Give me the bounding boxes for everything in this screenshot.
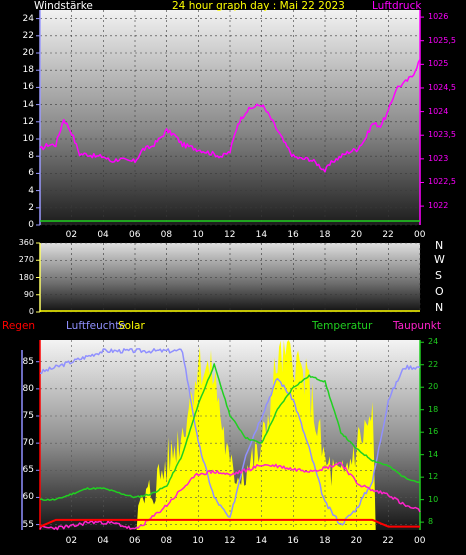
tick-label-hour-p3-04: 04	[97, 536, 109, 546]
tick-label-hour-p3-22: 22	[382, 536, 394, 546]
tick-label-wind-20: 20	[22, 48, 34, 58]
tick-label-pressure-1024,5: 1024,5	[428, 82, 456, 92]
tick-label-dir-270: 270	[18, 255, 34, 265]
tick-label-pressure-1022,5: 1022,5	[428, 177, 456, 187]
tick-label-temp-24: 24	[428, 337, 439, 347]
rain-label: Regen	[2, 320, 36, 332]
tick-label-wind-16: 16	[22, 82, 34, 93]
humidity-label: Luftfeuchte	[66, 320, 126, 332]
compass-w: W	[434, 253, 445, 266]
tick-label-wind-4: 4	[28, 185, 34, 196]
tick-label-temp-16: 16	[428, 427, 439, 437]
tick-label-hour-p3-16: 16	[287, 536, 299, 546]
tick-label-wind-8: 8	[28, 151, 34, 162]
tick-label-hour-p1-02: 02	[65, 230, 78, 240]
dewpoint-line	[39, 461, 421, 531]
panel-wind-direction	[36, 242, 421, 313]
rain-line	[39, 518, 420, 528]
tick-label-pressure-1024: 1024	[428, 106, 449, 116]
tick-label-hour-p3-10: 10	[192, 536, 204, 546]
tick-label-pressure-1025,5: 1025,5	[428, 35, 456, 45]
tick-label-temp-12: 12	[428, 472, 439, 482]
tick-label-hour-p1-18: 18	[319, 230, 331, 240]
tick-label-hum-85: 85	[22, 356, 34, 367]
tick-label-hour-p1-12: 12	[224, 230, 236, 240]
pressure-line	[39, 59, 421, 173]
tick-label-hour-p3-02: 02	[65, 536, 78, 546]
tick-label-hour-p3-12: 12	[224, 536, 236, 546]
tick-label-wind-6: 6	[28, 168, 34, 179]
tick-label-hour-p1-06: 06	[129, 230, 141, 240]
tick-label-hour-p1-00: 00	[414, 230, 426, 240]
tick-label-wind-14: 14	[22, 99, 34, 110]
tick-label-dir-360: 360	[18, 238, 34, 247]
tick-label-dir-90: 90	[23, 289, 34, 299]
compass-o: O	[435, 285, 444, 298]
compass-n-top: N	[435, 239, 444, 252]
tick-label-pressure-1026: 1026	[428, 12, 449, 22]
tick-label-hum-70: 70	[22, 438, 34, 449]
tick-label-temp-20: 20	[428, 382, 439, 392]
tick-label-dir-180: 180	[18, 272, 34, 282]
tick-label-temp-10: 10	[428, 494, 439, 504]
compass-n-bottom: N	[435, 301, 444, 314]
tick-label-pressure-1025: 1025	[428, 59, 449, 69]
tick-label-temp-18: 18	[428, 404, 439, 414]
tick-label-pressure-1023,5: 1023,5	[428, 130, 456, 140]
tick-label-wind-24: 24	[22, 13, 34, 24]
chart-title: 24 hour graph day : Mai 22 2023	[172, 0, 345, 12]
tick-label-hum-65: 65	[22, 465, 34, 476]
tick-label-wind-0: 0	[28, 220, 34, 230]
tick-label-wind-2: 2	[28, 202, 34, 213]
tick-label-hum-75: 75	[22, 411, 34, 421]
tick-label-hour-p1-22: 22	[382, 230, 394, 240]
tick-label-temp-8: 8	[428, 517, 434, 527]
tick-label-hum-55: 55	[22, 519, 34, 530]
tick-label-hour-p1-14: 14	[255, 230, 268, 240]
dewpoint-label: Taupunkt	[393, 320, 441, 332]
tick-label-hour-p1-16: 16	[287, 230, 299, 240]
tick-label-wind-18: 18	[22, 65, 34, 76]
tick-label-hum-60: 60	[22, 492, 34, 503]
tick-label-wind-22: 22	[22, 30, 34, 41]
tick-label-pressure-1023: 1023	[428, 153, 449, 163]
tick-label-hour-p1-20: 20	[350, 230, 363, 240]
tick-label-hour-p3-00: 00	[414, 536, 426, 546]
panel-wind-pressure	[36, 10, 424, 226]
tick-label-hour-p3-20: 20	[350, 536, 363, 546]
tick-label-wind-12: 12	[22, 116, 34, 127]
panel1-background	[40, 10, 420, 225]
tick-label-hum-80: 80	[22, 383, 34, 394]
tick-label-hour-p3-06: 06	[129, 536, 141, 546]
tick-label-hour-p3-18: 18	[319, 536, 331, 546]
tick-label-dir-0: 0	[28, 307, 34, 316]
tick-label-temp-14: 14	[428, 449, 439, 459]
solar-label: Solar	[118, 320, 145, 332]
tick-label-hour-p3-14: 14	[255, 536, 268, 546]
tick-label-hour-p1-08: 08	[160, 230, 173, 240]
tick-label-temp-22: 22	[428, 359, 439, 369]
solar-area	[40, 340, 420, 530]
tick-label-hour-p3-08: 08	[160, 536, 173, 546]
compass-s: S	[435, 269, 442, 282]
temperature-label: Temperatur	[312, 320, 373, 332]
tick-label-pressure-1022: 1022	[428, 201, 449, 211]
temperature-line	[39, 363, 421, 502]
humidity-line	[40, 348, 421, 526]
panel-humidity-temperature	[21, 340, 424, 531]
pressure-axis-label: Luftdruck	[372, 0, 422, 12]
tick-label-hour-p1-04: 04	[97, 230, 109, 240]
tick-label-hour-p1-10: 10	[192, 230, 204, 240]
tick-label-wind-10: 10	[22, 134, 34, 144]
wind-axis-label: Windstärke	[34, 0, 93, 12]
